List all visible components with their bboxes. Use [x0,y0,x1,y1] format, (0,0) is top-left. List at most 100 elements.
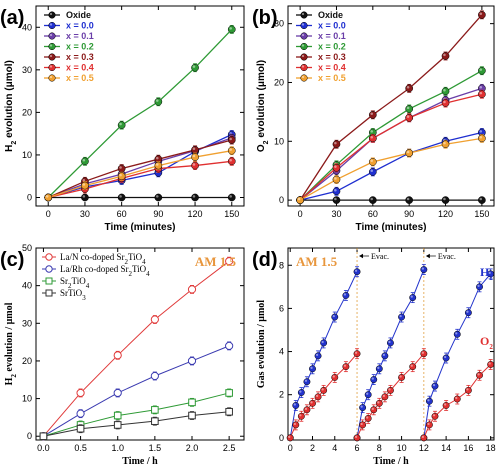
data-point-1-4-2 [368,110,377,119]
data-point-h2-0-9 [353,268,361,276]
data-point-1-5-1-highlight [334,165,337,168]
data-point-o2-0-5-highlight [315,394,319,398]
data-point-1-5-3 [405,113,414,122]
data-point-h2-0-5 [314,352,322,360]
data-point-o2-2-0-highlight [421,435,425,439]
data-point-1-5-4 [441,99,450,107]
data-point-1-0-3 [405,196,414,204]
legend-marker-1-4-highlight [301,54,305,58]
data-point-h2-1-2-highlight [366,392,369,395]
data-point-0-5-4 [191,161,199,170]
x-tick-label-0-4: 120 [188,209,203,219]
data-point-1-3-5-highlight [479,68,483,71]
data-point-o2-0-7-highlight [332,375,335,378]
data-point-0-3-2 [117,121,126,129]
data-point-1-6-2 [368,158,377,166]
data-point-h2-2-6 [476,283,483,291]
data-point-0-0-5-highlight [229,195,232,198]
data-point-1-5-2 [368,134,377,143]
legend-label-1-6: x = 0.5 [318,73,346,83]
x-tick-label-3-4: 8 [377,443,382,453]
data-point-o2-1-4-highlight [377,401,380,404]
series-line-2-2 [43,392,230,437]
data-point-0-3-5 [227,25,236,34]
data-point-2-0-5 [225,257,234,266]
data-point-h2-1-9-highlight [421,267,425,270]
data-point-h2-0-7 [331,313,339,321]
data-point-o2-2-1-highlight [427,422,430,426]
y-tick-label-0-2: 20 [22,107,32,117]
legend-marker-0-6 [48,74,56,82]
data-point-1-5-5 [478,90,486,99]
legend-marker-0-4 [48,53,56,61]
x-tick-label-3-9: 18 [486,443,496,453]
data-point-1-1-2-highlight [370,169,374,173]
series-line-2-1 [43,345,230,437]
data-point-0-4-4-highlight [192,147,196,151]
data-point-o2-1-5-highlight [382,394,386,398]
data-point-0-6-3 [154,161,163,170]
data-point-1-4-3 [405,84,414,93]
data-point-2-3-4 [188,411,196,420]
data-point-h2-0-1 [292,402,300,409]
data-point-h2-2-5 [464,309,472,317]
data-point-o2-0-2-highlight [299,414,302,417]
data-point-1-3-4 [441,87,450,96]
data-point-h2-2-6-highlight [477,284,480,287]
data-point-1-0-3-highlight [406,197,410,201]
data-point-1-5-4-highlight [443,100,446,104]
legend-marker-2-2 [45,277,53,285]
data-point-0-6-2-highlight [119,173,122,177]
legend-marker-1-5-highlight [301,65,305,68]
data-point-2-1-2 [113,388,122,398]
data-point-h2-0-4-highlight [310,366,313,369]
x-tick-label-0-0: 0 [46,209,51,219]
data-point-o2-2-6 [476,371,483,379]
data-point-1-0-2-highlight [370,197,374,201]
y-axis-label-1: O2 evolution (μmol) [256,60,270,152]
x-tick-label-3-5: 10 [397,443,407,453]
data-point-1-0-1-highlight [334,197,337,201]
series-label-o2: O2 [480,334,493,351]
y-axis-label-2: H2 evolution / μmol [4,302,18,385]
x-axis-label-1: Time (minutes) [356,222,427,233]
x-tick-label-0-5: 150 [224,209,239,219]
data-point-0-4-4 [191,145,199,154]
data-point-h2-2-4 [453,330,461,338]
data-point-2-2-2 [113,411,122,420]
legend-marker-2-0 [45,253,53,261]
data-point-o2-0-2 [297,412,305,420]
x-tick-label-0-2: 60 [117,209,127,219]
data-point-0-6-4 [191,153,199,161]
y-tick-label-0-0: 0 [27,192,32,202]
data-point-h2-1-6-highlight [388,340,391,344]
series-line-0-6 [48,150,232,199]
y-tick-label-1-1: 10 [274,136,284,146]
data-point-o2-1-4 [375,399,383,407]
y-tick-label-2-0: 0 [27,431,32,441]
data-point-0-3-5-highlight [229,27,232,30]
data-point-1-6-1 [332,175,341,184]
data-point-o2-1-9 [420,350,428,358]
data-point-o2-0-7 [331,373,339,381]
data-point-1-3-3-highlight [406,106,410,110]
data-point-o2-0-9-highlight [354,351,358,354]
data-point-1-3-2-highlight [370,130,374,133]
data-point-0-6-5-highlight [229,148,232,151]
y-tick-label-1-0: 0 [279,195,284,205]
data-point-1-3-4-highlight [443,88,446,92]
data-point-h2-0-4 [309,365,316,373]
evac-label-0: Evac. [371,252,389,261]
data-point-o2-1-9-highlight [421,351,425,354]
legend-label-2-1: La/Rh co-doped Sr2TiO4 [60,264,150,278]
data-point-o2-2-0 [420,434,428,442]
data-point-h2-2-2-highlight [432,383,436,387]
data-point-1-0-5 [478,196,486,204]
data-point-o2-0-3-highlight [304,407,308,410]
legend-label-1-4: x = 0.3 [318,52,346,62]
series-line-1-2 [299,87,483,201]
data-point-2-1-3 [150,371,159,381]
data-point-h2-1-4-highlight [377,366,380,369]
data-point-0-5-5-highlight [229,158,232,162]
data-point-o2-0-4 [309,399,316,407]
